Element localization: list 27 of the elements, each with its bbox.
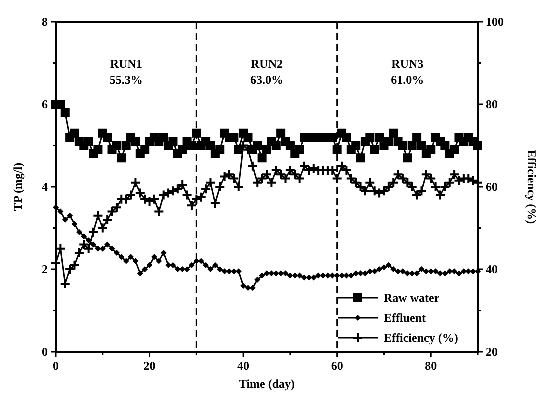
y2-tick-label: 100 — [486, 15, 504, 30]
legend-label: Raw water — [384, 291, 440, 306]
x-tick-label: 80 — [425, 359, 438, 373]
legend-label: Effluent — [384, 311, 426, 326]
x-tick-label: 20 — [144, 359, 156, 373]
y2-tick-label: 80 — [486, 98, 498, 112]
y-tick-label: 2 — [42, 262, 48, 277]
y-axis-title: TP (mg/l) — [11, 162, 25, 212]
annotation: RUN2 — [251, 57, 283, 71]
x-tick-label: 40 — [238, 359, 250, 373]
y2-tick-label: 20 — [486, 345, 498, 360]
y-tick-label: 8 — [42, 15, 48, 30]
x-tick-label: 0 — [53, 359, 59, 373]
x-tick-label: 60 — [331, 359, 344, 373]
y-tick-label: 6 — [42, 98, 48, 112]
y2-tick-label: 60 — [486, 180, 498, 194]
y-tick-label: 4 — [42, 180, 48, 194]
y2-tick-label: 40 — [486, 262, 498, 277]
legend-label: Efficiency (%) — [384, 331, 458, 346]
annotation: 55.3% — [110, 73, 143, 87]
annotation: RUN3 — [392, 57, 424, 71]
x-axis-title: Time (day) — [238, 377, 296, 391]
annotation: 63.0% — [250, 73, 284, 87]
annotation: RUN1 — [110, 57, 142, 71]
annotation: 61.0% — [391, 73, 424, 87]
y2-axis-title: Efficiency (%) — [525, 150, 539, 224]
y-tick-label: 0 — [42, 345, 48, 360]
